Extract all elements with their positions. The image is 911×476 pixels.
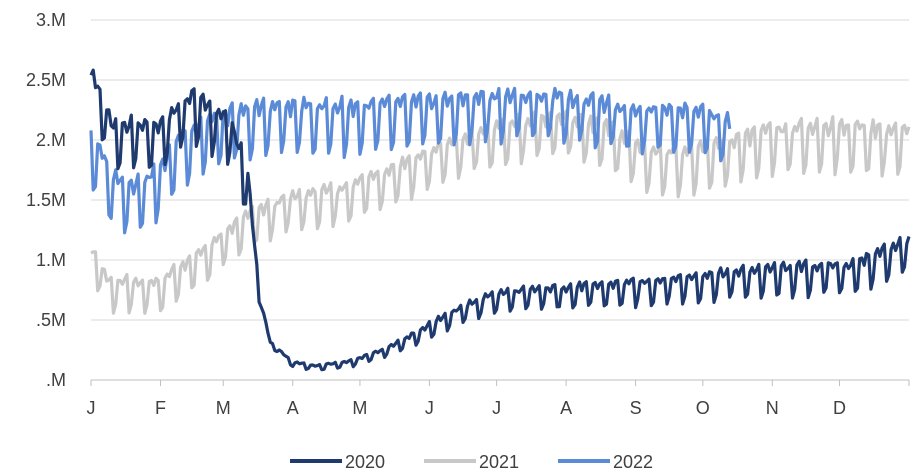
y-tick-label: 2.M <box>36 130 66 150</box>
x-tick-label: A <box>560 398 572 418</box>
x-tick-label: F <box>155 398 166 418</box>
x-tick-label: A <box>287 398 299 418</box>
x-tick-label: M <box>352 398 367 418</box>
x-tick-label: J <box>492 398 501 418</box>
legend: 2020 2021 2022 <box>290 452 653 472</box>
y-tick-label: .M <box>46 370 66 390</box>
y-tick-label: 2.5M <box>26 70 66 90</box>
series-lines <box>89 68 911 372</box>
y-tick-label: .5M <box>36 310 66 330</box>
x-tick-label: O <box>696 398 710 418</box>
legend-label: 2020 <box>345 452 385 472</box>
x-tick-label: M <box>216 398 231 418</box>
gridlines <box>91 19 909 321</box>
x-tick-label: J <box>425 398 434 418</box>
x-tick-label: N <box>766 398 779 418</box>
y-tick-label: 3.M <box>36 10 66 30</box>
y-tick-label: 1.5M <box>26 190 66 210</box>
y-tick-label: 1.M <box>36 250 66 270</box>
legend-label: 2021 <box>479 452 519 472</box>
x-tick-label: S <box>630 398 642 418</box>
x-tick-label: D <box>833 398 846 418</box>
x-tick-label: J <box>87 398 96 418</box>
y-axis: .M .5M 1.M 1.5M 2.M 2.5M 3.M <box>26 10 66 390</box>
series-line-2020 <box>89 68 911 372</box>
legend-label: 2022 <box>613 452 653 472</box>
